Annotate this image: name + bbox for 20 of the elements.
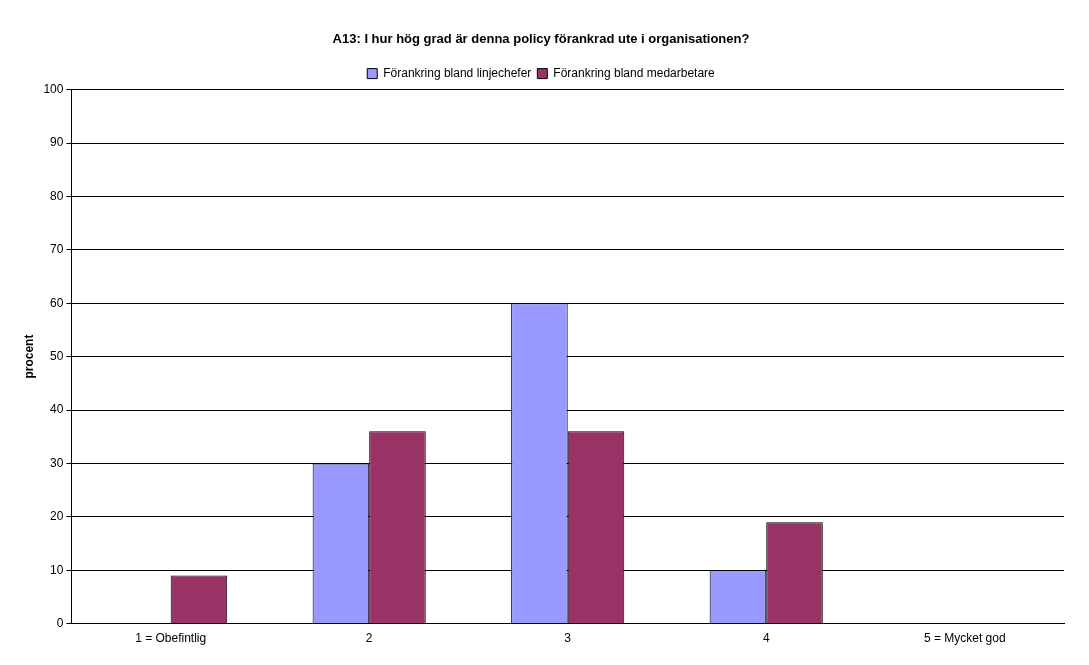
x-tick-label: 3 [564,631,572,646]
x-tick-label: 4 [762,631,770,646]
x-tick-label: 2 [365,631,373,646]
legend-label: Förankring bland medarbetare [553,65,716,80]
y-tick-label: 50 [50,348,64,363]
y-tick-label: 70 [50,242,64,257]
y-tick-label: 30 [50,455,64,470]
y-axis-title: procent [21,334,36,379]
y-tick-label: 20 [50,509,64,524]
y-tick-label: 10 [50,562,64,577]
chart-title: A13: I hur hög grad är denna policy förankrad ute i organisationen? [332,31,750,47]
x-tick-label: 1 = Obefintlig [135,631,207,646]
y-tick-label: 100 [43,81,64,96]
y-tick-label: 60 [50,295,64,310]
x-tick-label: 5 = Mycket god [923,631,1006,646]
y-tick-label: 90 [50,135,64,150]
y-tick-label: 0 [56,615,64,630]
y-tick-label: 80 [50,188,64,203]
legend-label: Förankring bland linjechefer [383,65,532,80]
y-tick-label: 40 [50,402,64,417]
